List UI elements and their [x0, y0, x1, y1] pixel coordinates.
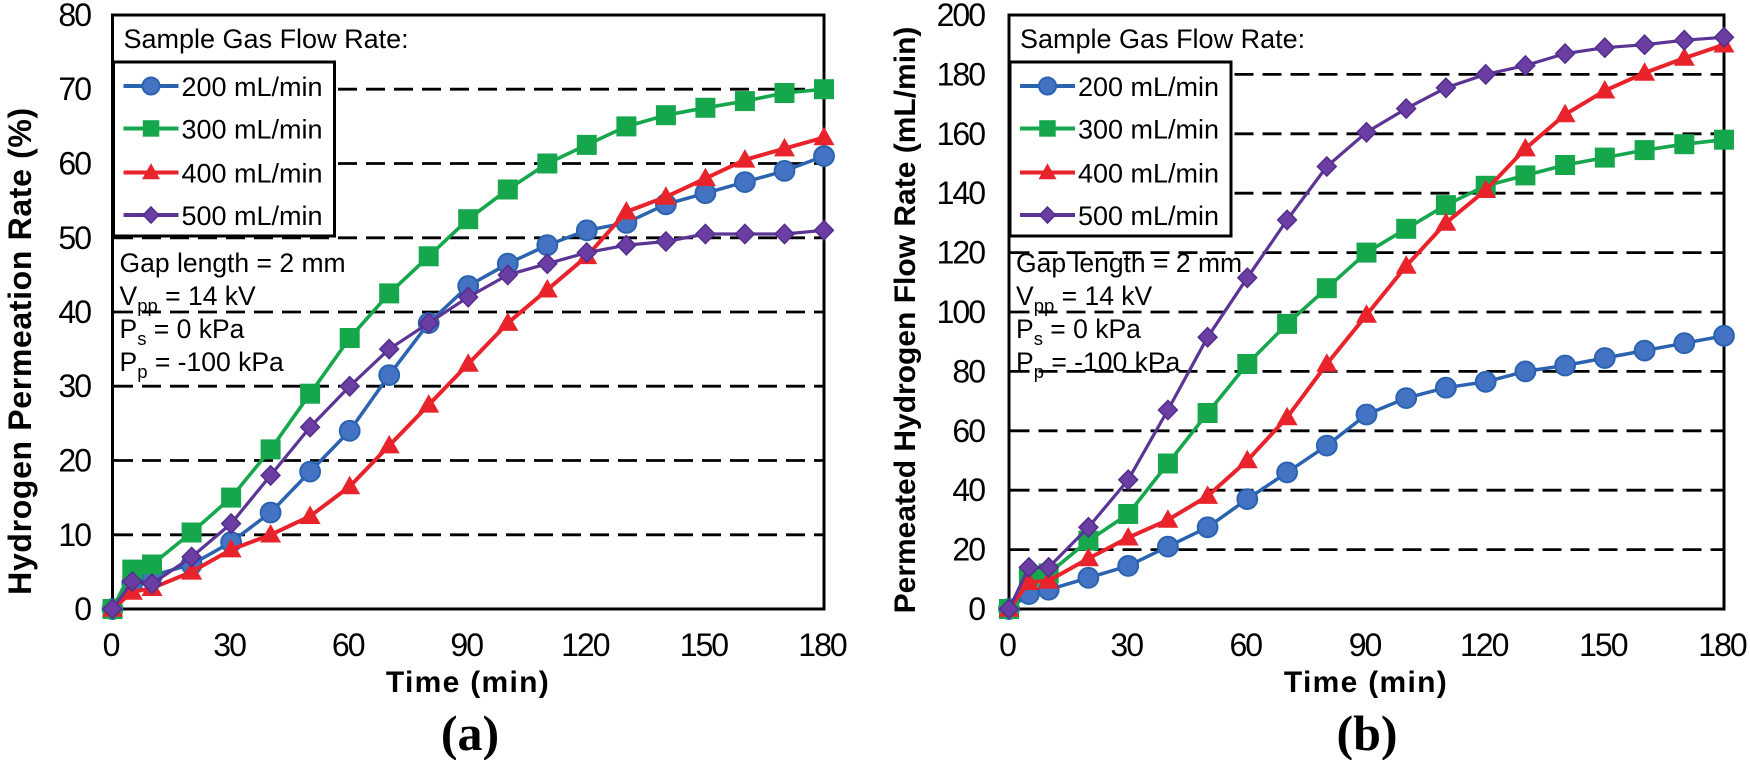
svg-text:30: 30 [213, 627, 246, 663]
svg-text:400 mL/min: 400 mL/min [1078, 159, 1219, 189]
svg-text:60: 60 [1230, 627, 1263, 663]
svg-text:0: 0 [103, 627, 120, 663]
svg-text:Pp = -100 kPa: Pp = -100 kPa [1016, 347, 1181, 382]
svg-text:Ps = 0 kPa: Ps = 0 kPa [1016, 314, 1141, 349]
svg-text:150: 150 [1579, 627, 1628, 663]
svg-text:140: 140 [937, 175, 986, 211]
svg-text:Vpp = 14 kV: Vpp = 14 kV [120, 281, 257, 316]
svg-text:(a): (a) [441, 705, 499, 760]
svg-text:60: 60 [58, 146, 91, 182]
svg-text:160: 160 [937, 116, 986, 152]
svg-text:50: 50 [58, 220, 91, 256]
svg-text:100: 100 [937, 294, 986, 330]
svg-text:20: 20 [58, 443, 91, 479]
svg-text:Sample Gas Flow Rate:: Sample Gas Flow Rate: [1020, 24, 1305, 54]
svg-text:200 mL/min: 200 mL/min [1078, 72, 1219, 102]
svg-text:(b): (b) [1336, 705, 1397, 760]
svg-text:120: 120 [1460, 627, 1509, 663]
svg-text:120: 120 [561, 627, 610, 663]
svg-text:0: 0 [999, 627, 1016, 663]
svg-text:70: 70 [58, 71, 91, 107]
svg-text:0: 0 [74, 591, 91, 627]
svg-text:40: 40 [58, 294, 91, 330]
svg-text:400 mL/min: 400 mL/min [182, 159, 323, 189]
svg-text:300 mL/min: 300 mL/min [182, 115, 323, 145]
svg-text:Gap length = 2 mm: Gap length = 2 mm [1016, 248, 1242, 278]
svg-text:500 mL/min: 500 mL/min [182, 201, 323, 231]
svg-text:20: 20 [952, 532, 985, 568]
svg-text:60: 60 [332, 627, 365, 663]
svg-text:80: 80 [58, 0, 91, 33]
svg-text:Pp = -100 kPa: Pp = -100 kPa [120, 347, 285, 382]
svg-text:150: 150 [680, 627, 729, 663]
svg-text:120: 120 [937, 235, 986, 271]
svg-text:10: 10 [58, 517, 91, 553]
svg-text:Vpp = 14 kV: Vpp = 14 kV [1016, 281, 1153, 316]
svg-text:Time (min): Time (min) [1284, 666, 1448, 699]
svg-text:Gap length = 2 mm: Gap length = 2 mm [120, 248, 346, 278]
svg-text:500 mL/min: 500 mL/min [1078, 201, 1219, 231]
svg-text:200 mL/min: 200 mL/min [182, 72, 323, 102]
svg-text:Time (min): Time (min) [386, 666, 550, 699]
svg-text:90: 90 [450, 627, 483, 663]
svg-text:Hydrogen Permeation Rate (%): Hydrogen Permeation Rate (%) [2, 107, 38, 595]
svg-text:180: 180 [937, 56, 986, 92]
svg-text:0: 0 [968, 591, 985, 627]
svg-text:40: 40 [952, 472, 985, 508]
svg-text:Sample Gas Flow Rate:: Sample Gas Flow Rate: [124, 24, 409, 54]
svg-text:30: 30 [58, 368, 91, 404]
svg-text:300 mL/min: 300 mL/min [1078, 115, 1219, 145]
svg-text:Permeated Hydrogen Flow Rate (: Permeated Hydrogen Flow Rate (mL/min) [889, 27, 922, 614]
svg-text:200: 200 [937, 0, 986, 33]
svg-text:180: 180 [1698, 627, 1747, 663]
svg-text:80: 80 [952, 353, 985, 389]
svg-text:60: 60 [952, 413, 985, 449]
svg-text:Ps = 0 kPa: Ps = 0 kPa [120, 314, 245, 349]
svg-text:90: 90 [1349, 627, 1382, 663]
svg-text:30: 30 [1110, 627, 1143, 663]
svg-text:180: 180 [798, 627, 847, 663]
